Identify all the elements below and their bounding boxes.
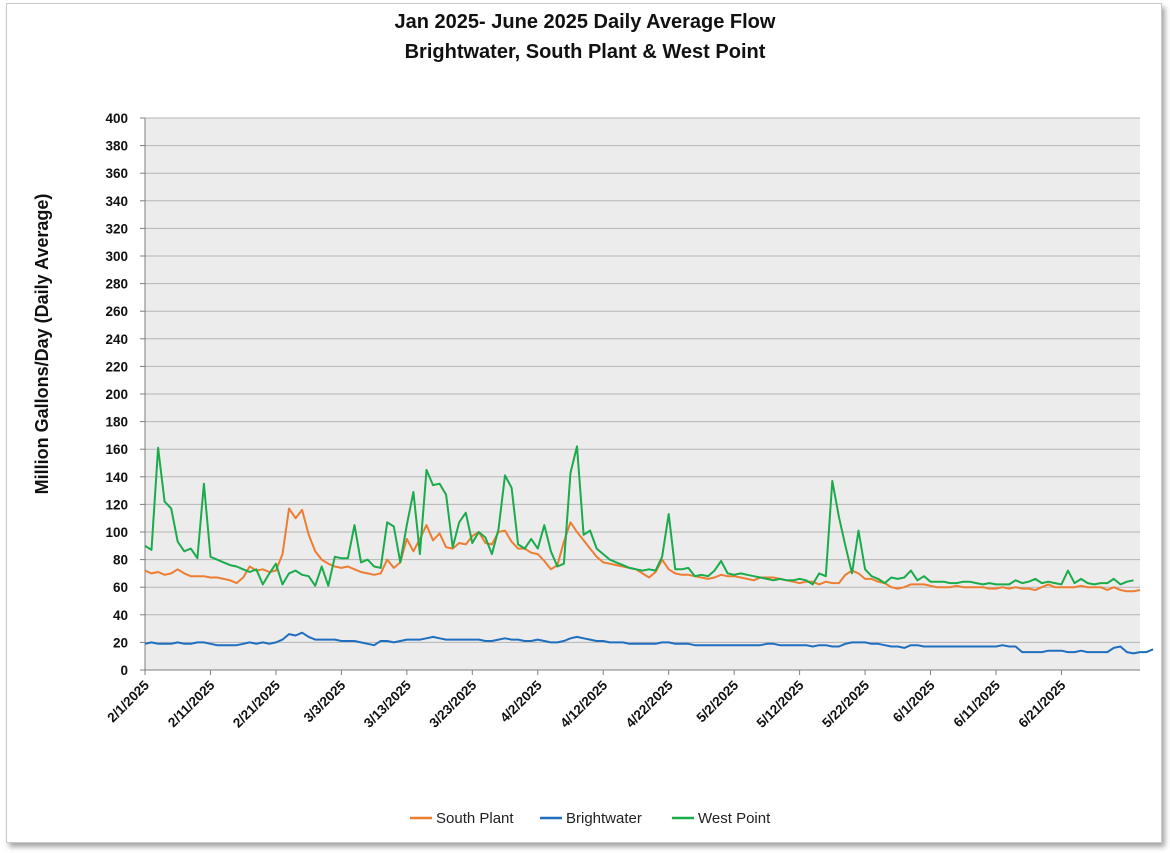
axes: [140, 117, 1140, 675]
y-tick-label: 260: [105, 304, 128, 319]
y-tick-label: 340: [105, 194, 128, 209]
x-tick-label: 2/1/2025: [104, 677, 152, 725]
x-tick-label: 5/22/2025: [819, 677, 872, 730]
x-tick-label: 3/23/2025: [426, 677, 479, 730]
y-tick-label: 60: [113, 580, 128, 595]
y-tick-label: 20: [113, 635, 128, 650]
chart-title: Jan 2025- June 2025 Daily Average Flow: [394, 11, 776, 33]
legend: South Plant Brightwater West Point: [410, 810, 771, 827]
y-axis-label: Million Gallons/Day (Daily Average): [32, 194, 52, 495]
series-line-brightwater: [144, 631, 1154, 655]
y-tick-label: 380: [105, 139, 128, 154]
series-lines: [144, 445, 1154, 655]
series-line-south-plant: [144, 507, 1141, 593]
y-tick-label: 0: [120, 663, 128, 678]
y-tick-label: 100: [105, 525, 128, 540]
y-tick-label: 200: [105, 387, 128, 402]
y-tick-label: 140: [105, 470, 128, 485]
x-tick-label: 6/11/2025: [951, 677, 1004, 730]
legend-label-south-plant: South Plant: [436, 810, 514, 827]
x-tick-label: 6/1/2025: [890, 677, 938, 725]
x-tick-label: 2/11/2025: [165, 677, 218, 730]
x-tick-label: 6/21/2025: [1015, 677, 1068, 730]
y-tick-label: 320: [105, 221, 128, 236]
y-tick-label: 180: [105, 415, 128, 430]
y-tick-label: 360: [105, 166, 128, 181]
chart-subtitle: Brightwater, South Plant & West Point: [404, 41, 766, 63]
y-tick-label: 40: [113, 608, 128, 623]
x-tick-label: 3/3/2025: [301, 677, 349, 725]
y-tick-label: 300: [105, 249, 128, 264]
x-tick-label: 5/2/2025: [693, 677, 741, 725]
x-tick-label: 2/21/2025: [230, 677, 283, 730]
y-tick-label: 400: [105, 111, 128, 126]
y-tick-label: 240: [105, 332, 128, 347]
x-tick-label: 3/13/2025: [361, 677, 414, 730]
legend-label-brightwater: Brightwater: [566, 810, 642, 827]
y-tick-labels: 0 20 40 60 80 100 120 140 160 180 200 220 240 260 280 3…: [105, 111, 128, 678]
x-tick-label: 4/2/2025: [497, 677, 545, 725]
y-tick-label: 80: [113, 553, 128, 568]
y-tick-label: 280: [105, 277, 128, 292]
x-tick-labels: 2/1/2025 2/11/2025 2/21/2025 3/3/2025 3/13/2…: [104, 677, 1069, 730]
x-tick-label: 4/22/2025: [623, 677, 676, 730]
y-tick-label: 120: [105, 497, 128, 512]
x-tick-label: 5/12/2025: [754, 677, 807, 730]
x-tick-label: 4/12/2025: [557, 677, 610, 730]
y-tick-label: 220: [105, 359, 128, 374]
legend-label-west-point: West Point: [698, 810, 771, 827]
series-line-west-point: [144, 445, 1134, 587]
y-tick-label: 160: [105, 442, 128, 457]
